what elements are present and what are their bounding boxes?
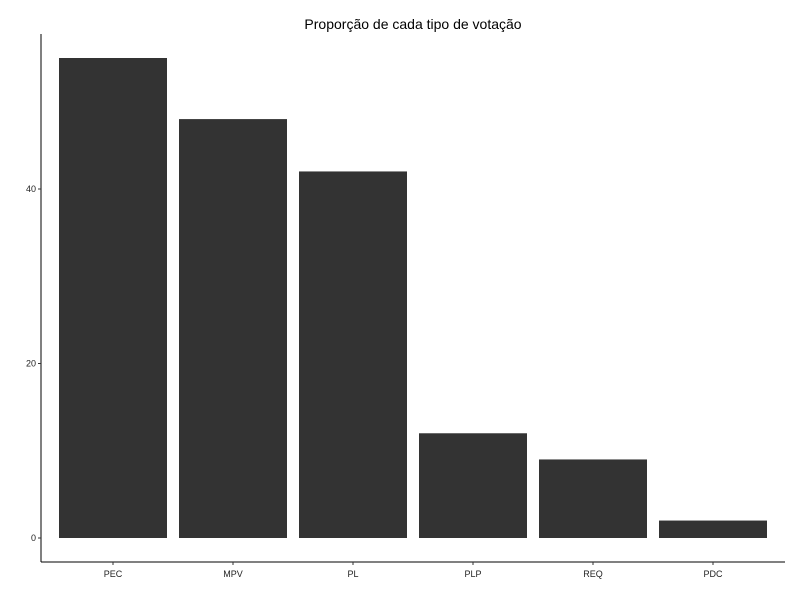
y-tick-label: 0 [31, 533, 36, 543]
x-tick-label-pec: PEC [104, 569, 123, 579]
chart-title: Proporção de cada tipo de votação [304, 16, 521, 32]
x-tick-label-req: REQ [583, 569, 603, 579]
bar-pec [59, 58, 167, 538]
bar-mpv [179, 119, 287, 538]
x-tick-label-pdc: PDC [703, 569, 723, 579]
x-tick-label-pl: PL [347, 569, 358, 579]
y-axis: 0 20 40 [26, 34, 42, 562]
x-tick-label-mpv: MPV [223, 569, 243, 579]
y-tick-label: 40 [26, 184, 36, 194]
x-tick-label-plp: PLP [464, 569, 481, 579]
x-axis: PEC MPV PL PLP REQ PDC [41, 561, 785, 579]
y-tick-label: 20 [26, 358, 36, 368]
bar-pl [299, 171, 407, 538]
bar-plp [419, 433, 527, 538]
bar-pdc [659, 520, 767, 538]
bar-req [539, 459, 647, 538]
bars-group [59, 58, 767, 538]
